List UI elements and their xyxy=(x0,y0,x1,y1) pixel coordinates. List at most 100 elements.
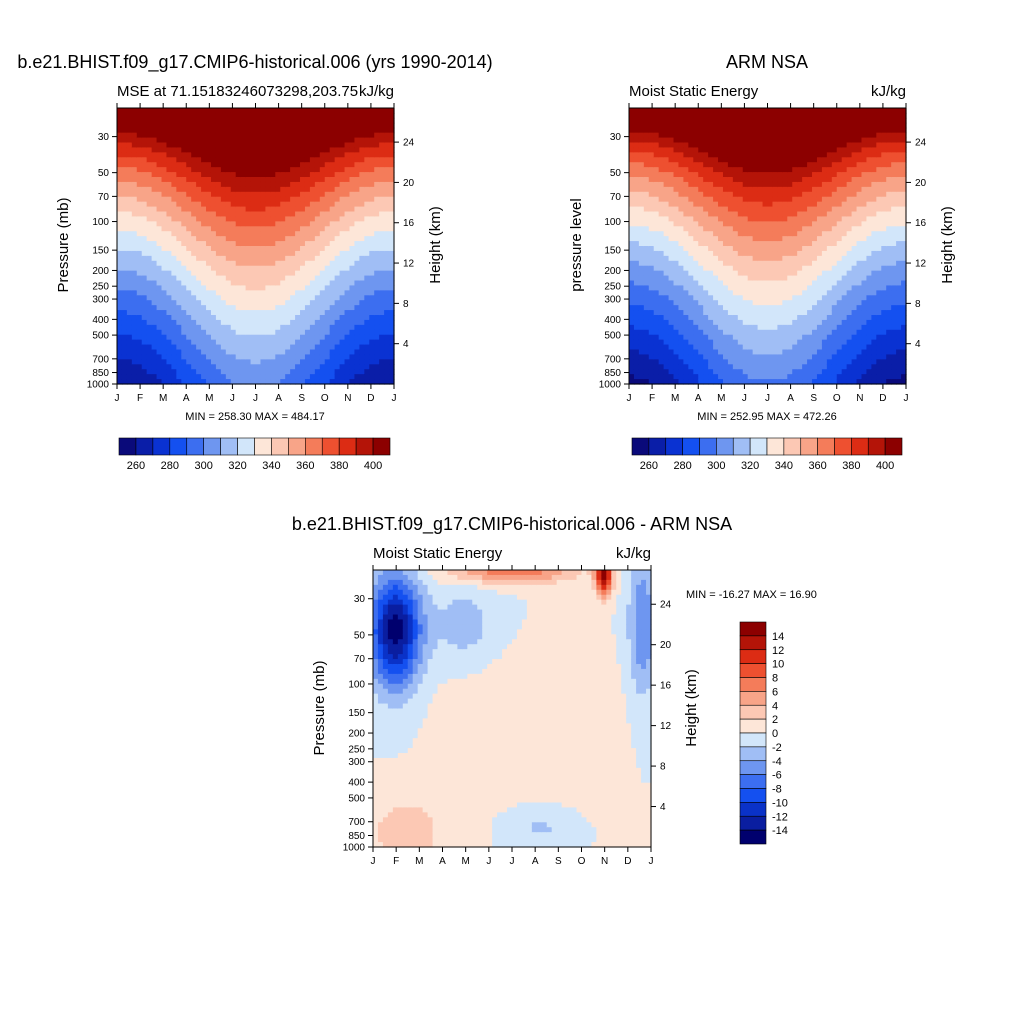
panel-model-cell xyxy=(295,201,301,208)
panel-obs-cell xyxy=(703,329,709,336)
panel-model-cell xyxy=(295,137,301,144)
panel-model-cell xyxy=(329,280,336,287)
panel-obs-cell xyxy=(713,344,719,351)
panel-model-cell xyxy=(304,132,311,139)
panel-model-cell xyxy=(141,181,148,188)
panel-model-cell xyxy=(255,344,262,351)
panel-obs-cell xyxy=(732,122,739,129)
panel-model-cell xyxy=(191,310,197,316)
panel-obs-cell xyxy=(747,216,754,222)
panel-model-cell xyxy=(250,241,257,247)
panel-model-cell xyxy=(334,265,341,272)
panel-obs-cell xyxy=(718,186,724,193)
panel-model-cell xyxy=(280,324,286,331)
panel-model-cell xyxy=(255,122,262,129)
panel-obs-cell xyxy=(732,127,739,134)
panel-model-cell xyxy=(334,295,341,301)
panel-model-cell xyxy=(181,334,187,341)
panel-model-cell xyxy=(201,315,207,321)
panel-model-cell xyxy=(334,359,341,365)
panel-obs-cell xyxy=(629,112,635,119)
panel-model-cell xyxy=(304,108,311,114)
panel-model-cell xyxy=(117,374,123,380)
panel-model-cell xyxy=(389,265,395,272)
panel-model-cell xyxy=(196,344,202,351)
panel-obs-cell xyxy=(643,122,650,129)
panel-obs-cell xyxy=(648,369,655,375)
panel-model-cell xyxy=(265,186,271,193)
panel-model-cell xyxy=(156,369,163,375)
panel-model-cell xyxy=(319,122,326,129)
panel-obs-cell xyxy=(653,112,660,119)
panel-obs-cell xyxy=(757,364,764,370)
panel-model-cell xyxy=(126,112,133,119)
panel-model-cell xyxy=(334,211,341,218)
panel-obs-cell xyxy=(772,319,778,326)
panel-obs-cell xyxy=(683,122,689,129)
panel-model-cell xyxy=(196,137,202,144)
panel-model-cell xyxy=(349,359,356,365)
panel-model-cell xyxy=(201,221,207,227)
panel-obs-cell xyxy=(678,354,685,360)
panel-obs-cell xyxy=(693,231,699,237)
panel-model-cell xyxy=(304,344,311,351)
panel-model-cell xyxy=(176,285,182,291)
panel-model-cell xyxy=(280,132,286,139)
panel-model-cell xyxy=(191,319,197,326)
panel-model-cell xyxy=(290,236,296,242)
panel-obs-cell xyxy=(648,152,655,158)
panel-model-cell xyxy=(146,186,153,193)
panel-obs-cell xyxy=(767,137,774,144)
panel-model-cell xyxy=(300,260,306,267)
panel-model-cell xyxy=(141,246,148,252)
panel-obs-cell xyxy=(762,177,769,183)
panel-model-cell xyxy=(240,324,247,331)
panel-model-cell xyxy=(166,241,173,247)
panel-model-cell xyxy=(309,181,316,188)
panel-obs-cell xyxy=(683,186,689,193)
panel-obs-cell xyxy=(708,201,714,208)
panel-model-cell xyxy=(240,191,247,198)
panel-obs-cell xyxy=(777,334,783,341)
panel-obs-cell xyxy=(708,132,714,139)
panel-model-cell xyxy=(265,108,271,114)
panel-model-cell xyxy=(146,300,153,306)
panel-obs-cell xyxy=(713,152,719,158)
panel-model-cell xyxy=(126,329,133,336)
panel-model-cell xyxy=(186,354,192,360)
panel-obs-cell xyxy=(732,162,739,168)
panel-model-cell xyxy=(379,344,385,351)
panel-model-cell xyxy=(235,324,242,331)
panel-obs-cell xyxy=(718,172,724,178)
panel-model-cell xyxy=(389,280,395,287)
panel-model-cell xyxy=(349,211,356,218)
panel-model-cell xyxy=(176,241,182,247)
panel-model-cell xyxy=(201,191,207,198)
panel-model-cell xyxy=(255,157,262,163)
panel-model-cell xyxy=(191,157,197,163)
panel-obs-cell xyxy=(703,137,709,144)
panel-model-cell xyxy=(215,280,222,287)
panel-model-cell xyxy=(225,186,232,193)
panel-model-cell xyxy=(285,344,291,351)
panel-obs-cell xyxy=(732,364,739,370)
panel-obs-cell xyxy=(747,147,754,153)
panel-model-cell xyxy=(156,236,163,242)
panel-model-cell xyxy=(369,186,375,193)
panel-obs-cell xyxy=(757,137,764,144)
panel-model-cell xyxy=(240,108,247,114)
panel-model-cell xyxy=(339,280,346,287)
panel-model-cell xyxy=(181,117,187,124)
panel-obs-cell xyxy=(653,177,660,183)
panel-obs-cell xyxy=(633,231,640,237)
panel-model-cell xyxy=(344,319,351,326)
panel-model-cell xyxy=(196,162,202,168)
panel-obs-cell xyxy=(732,310,739,316)
panel-obs-cell xyxy=(643,127,650,134)
panel-obs-cell xyxy=(648,231,655,237)
panel-model-cell xyxy=(215,319,222,326)
panel-obs-cell xyxy=(678,379,685,385)
panel-model-cell xyxy=(359,112,365,119)
panel-obs-cell xyxy=(629,250,635,257)
panel-model-cell xyxy=(215,290,222,296)
